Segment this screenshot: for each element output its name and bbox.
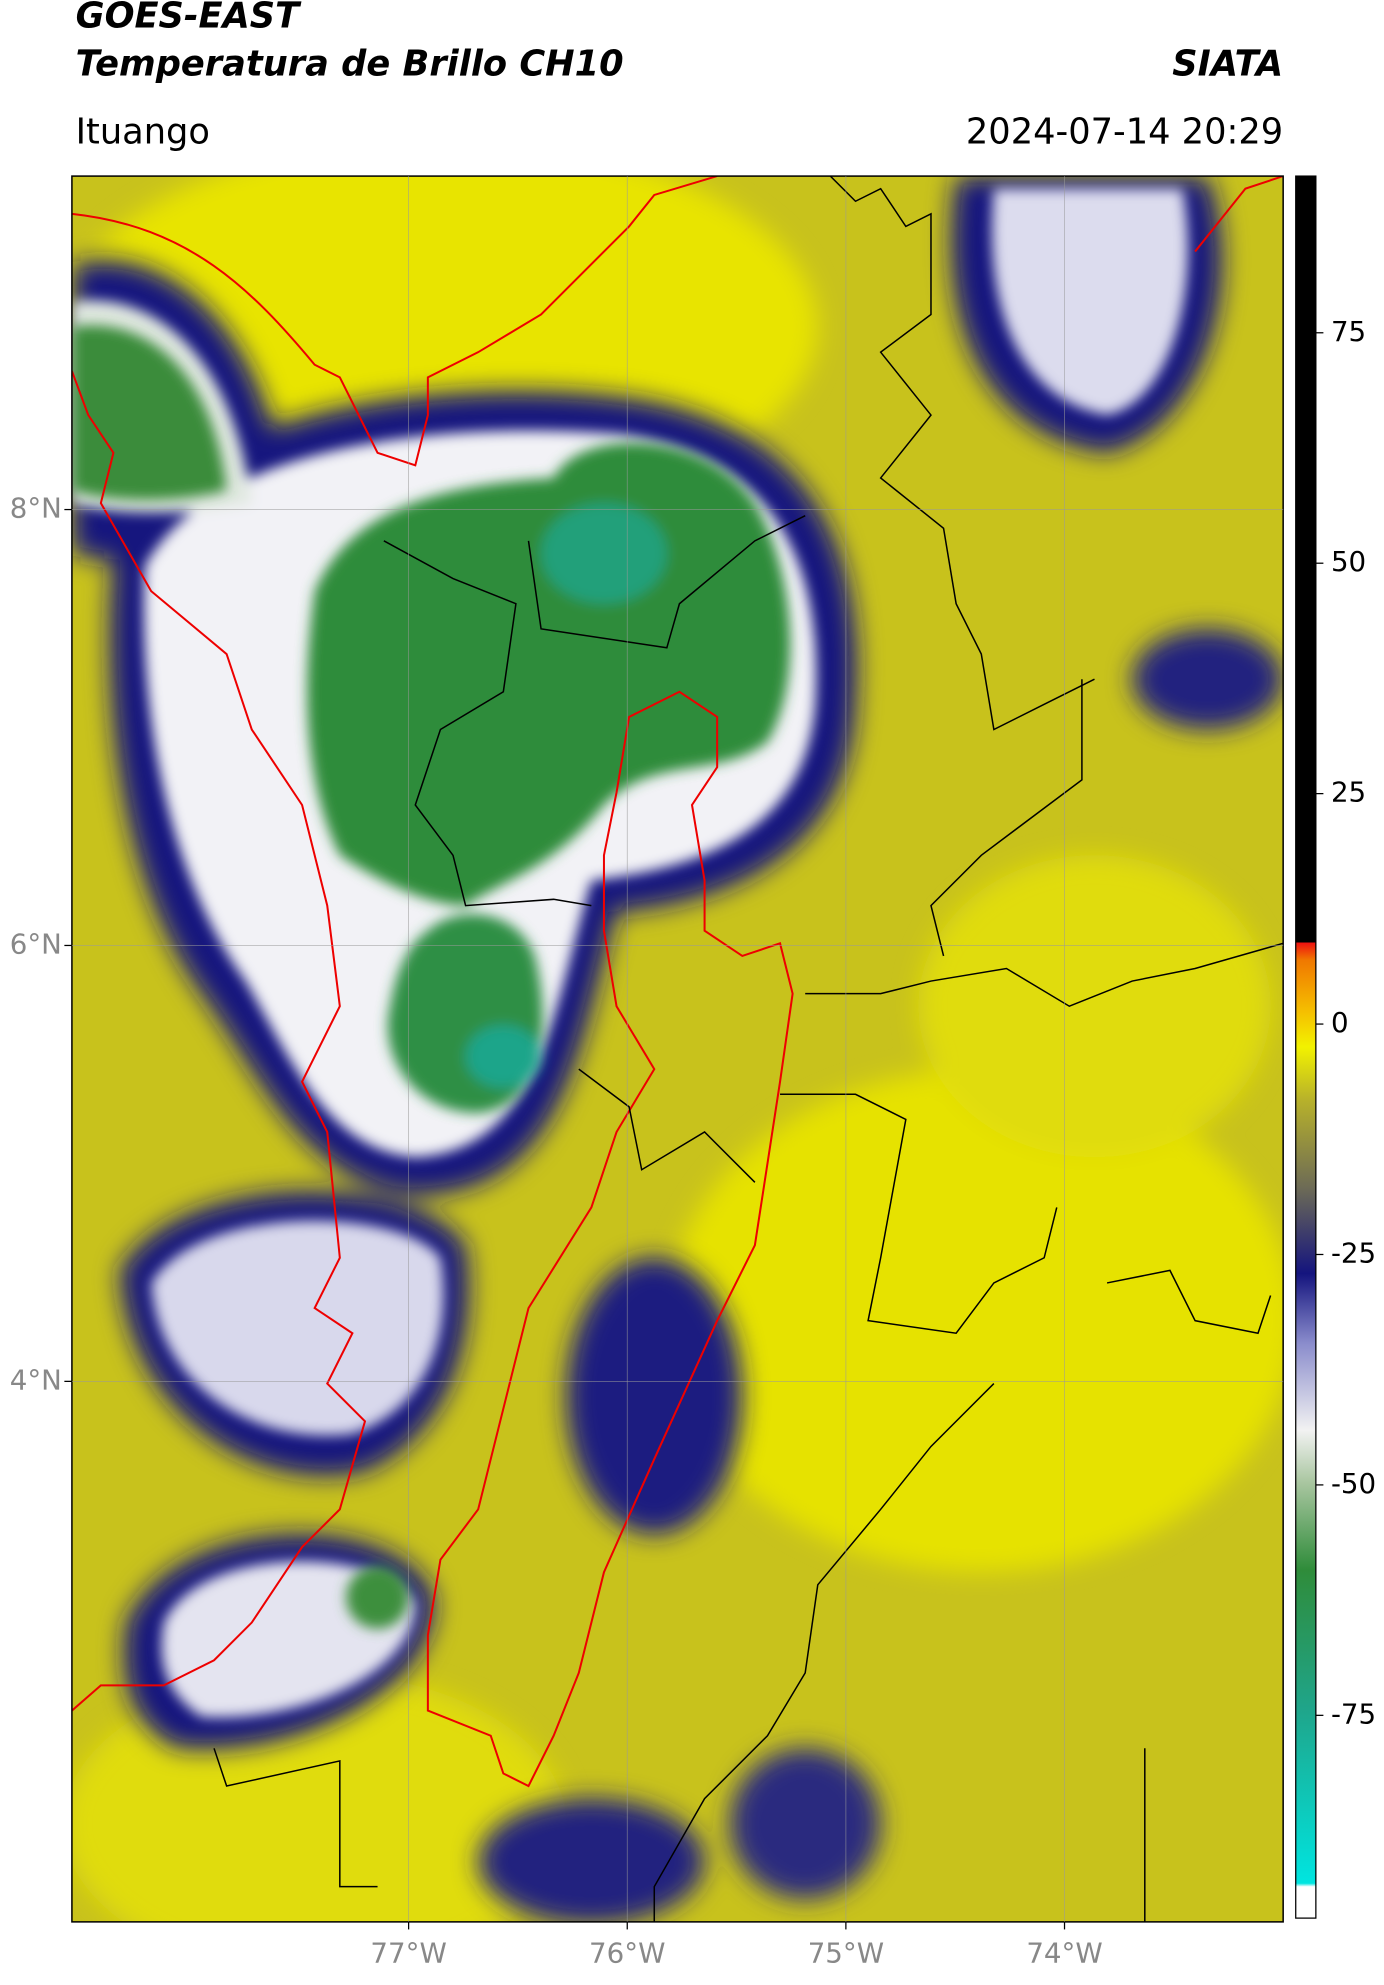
- x-tick-label: 77°W: [370, 1937, 446, 1970]
- y-tick-label: 6°N: [10, 927, 62, 960]
- colorbar-tick-label: 50: [1331, 545, 1366, 578]
- colorbar-tick-label: 0: [1331, 1006, 1349, 1039]
- subtitle: Temperatura de Brillo CH10: [76, 43, 624, 84]
- location: Ituango: [76, 111, 210, 152]
- agency: SIATA: [1172, 43, 1283, 84]
- colorbar-tick-label: 75: [1331, 315, 1366, 348]
- x-tick-label: 74°W: [1026, 1937, 1102, 1970]
- y-tick-label: 8°N: [10, 492, 62, 525]
- map-frame: [71, 175, 1284, 1923]
- x-tick-label: 75°W: [808, 1937, 884, 1970]
- colorbar: [1295, 175, 1317, 1919]
- datetime: 2024-07-14 20:29: [966, 111, 1283, 152]
- satellite-map: [71, 176, 1284, 1922]
- colorbar-tick-label: -75: [1331, 1697, 1376, 1730]
- y-tick-label: 4°N: [10, 1363, 62, 1396]
- colorbar-tick-label: -50: [1331, 1467, 1376, 1500]
- title: GOES-EAST: [76, 0, 302, 37]
- colorbar-tick-label: -25: [1331, 1236, 1376, 1269]
- colorbar-tick-label: 25: [1331, 776, 1366, 809]
- x-tick-label: 76°W: [589, 1937, 665, 1970]
